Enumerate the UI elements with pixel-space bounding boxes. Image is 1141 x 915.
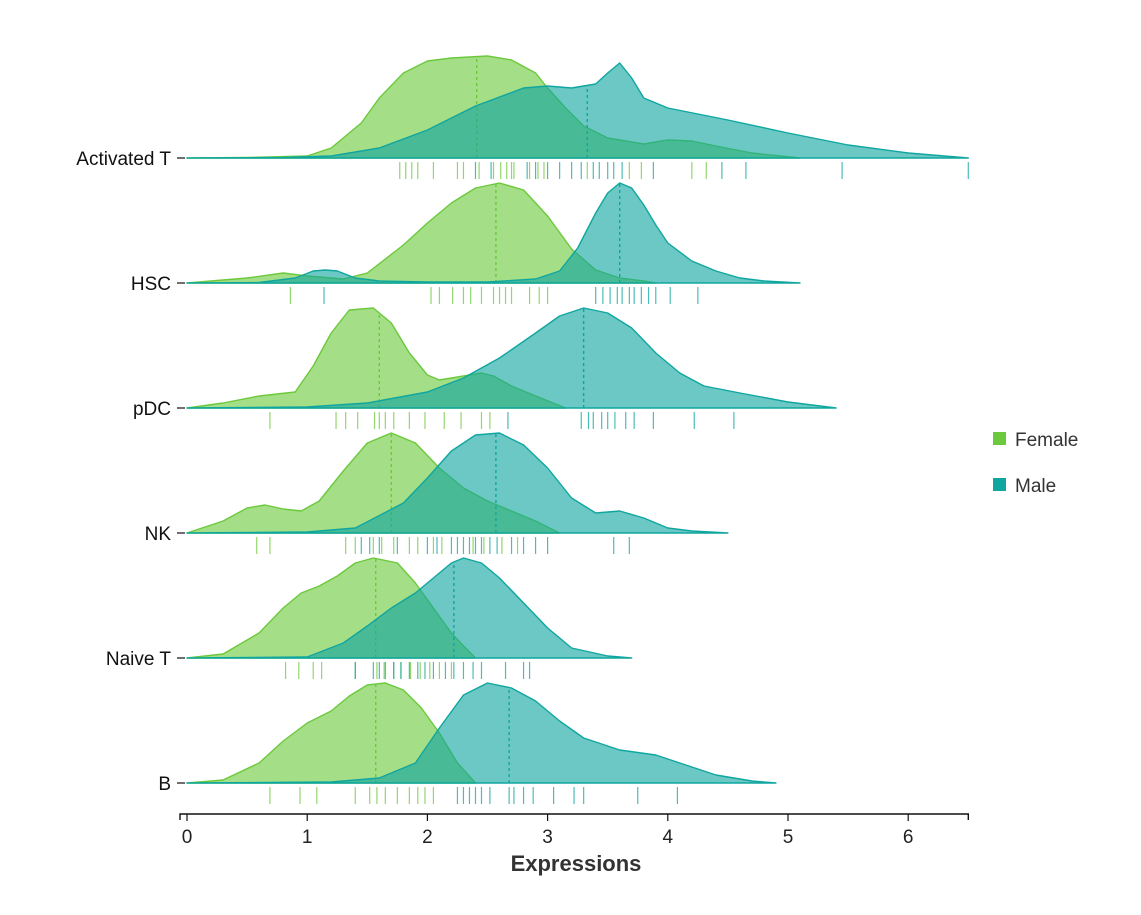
x-tick-label: 6 bbox=[903, 827, 914, 848]
legend-label-male: Male bbox=[1015, 476, 1056, 497]
y-tick-label: B bbox=[158, 774, 171, 795]
rug-marks bbox=[256, 162, 969, 804]
y-axis: Activated T HSC pDC NK Naive T B bbox=[76, 149, 185, 795]
x-tick-label: 5 bbox=[783, 827, 794, 848]
x-tick-label: 2 bbox=[422, 827, 433, 848]
density-male-hsc bbox=[186, 182, 801, 284]
y-tick-label: Naive T bbox=[106, 649, 172, 670]
density-male-naive-t bbox=[186, 557, 633, 659]
x-axis: 0 1 2 3 4 5 6 bbox=[179, 813, 969, 848]
ridge-row-activated-t bbox=[186, 55, 969, 159]
legend: Female Male bbox=[993, 430, 1078, 497]
legend-swatch-male bbox=[993, 478, 1006, 491]
y-tick-label: pDC bbox=[133, 399, 171, 420]
density-male-pdc bbox=[186, 307, 837, 409]
ridge-row-naive-t bbox=[186, 557, 633, 659]
y-tick-label: NK bbox=[145, 524, 172, 545]
density-male-nk bbox=[186, 432, 729, 534]
x-tick-label: 4 bbox=[663, 827, 674, 848]
y-tick-label: HSC bbox=[131, 274, 171, 295]
density-male-b bbox=[186, 682, 777, 784]
ridge-row-hsc bbox=[186, 182, 801, 284]
y-tick-label: Activated T bbox=[76, 149, 171, 170]
x-tick-label: 0 bbox=[182, 827, 193, 848]
legend-swatch-female bbox=[993, 432, 1006, 445]
ridge-row-b bbox=[186, 682, 777, 784]
density-male-activated-t bbox=[186, 62, 969, 159]
ridge-row-nk bbox=[186, 432, 729, 534]
ridges bbox=[186, 55, 969, 784]
ridge-row-pdc bbox=[186, 307, 837, 409]
x-axis-title: Expressions bbox=[511, 851, 642, 876]
x-tick-label: 1 bbox=[302, 827, 313, 848]
legend-label-female: Female bbox=[1015, 430, 1078, 451]
x-tick-label: 3 bbox=[542, 827, 553, 848]
x-axis-line bbox=[179, 813, 969, 820]
